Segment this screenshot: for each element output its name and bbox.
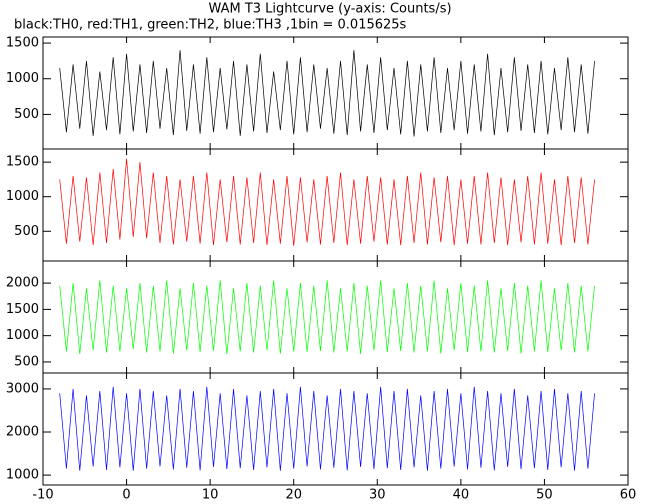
y-tick-label: 500 [14, 354, 39, 369]
x-tick-label: 40 [453, 488, 470, 503]
y-tick-label: 1000 [6, 189, 39, 204]
y-tick-label: 3000 [6, 381, 39, 396]
lightcurve [59, 50, 595, 137]
lightcurve [59, 280, 595, 355]
chart-subtitle: black:TH0, red:TH1, green:TH2, blue:TH3 … [14, 18, 407, 33]
y-tick-label: 1000 [6, 328, 39, 343]
x-tick-label: -10 [32, 488, 53, 503]
x-tick-label: 20 [285, 488, 302, 503]
x-tick-label: 10 [202, 488, 219, 503]
x-tick-label: 50 [536, 488, 553, 503]
y-tick-label: 500 [14, 107, 39, 122]
y-tick-label: 1500 [6, 302, 39, 317]
y-tick-label: 1500 [6, 155, 39, 170]
x-tick-label: 0 [122, 488, 130, 503]
chart-title: WAM T3 Lightcurve (y-axis: Counts/s) [208, 2, 451, 17]
lightcurve [59, 158, 595, 246]
x-tick-label: 60 [620, 488, 637, 503]
y-tick-label: 2000 [6, 276, 39, 291]
x-tick-label: 30 [369, 488, 386, 503]
y-tick-label: 1000 [6, 468, 39, 483]
panel-frame [42, 372, 629, 486]
lightcurve [59, 386, 595, 471]
y-tick-label: 1000 [6, 71, 39, 86]
panel-frame [42, 36, 629, 150]
y-tick-label: 500 [14, 224, 39, 239]
panel-frame [42, 260, 629, 374]
y-tick-label: 2000 [6, 425, 39, 440]
y-tick-label: 1500 [6, 36, 39, 51]
